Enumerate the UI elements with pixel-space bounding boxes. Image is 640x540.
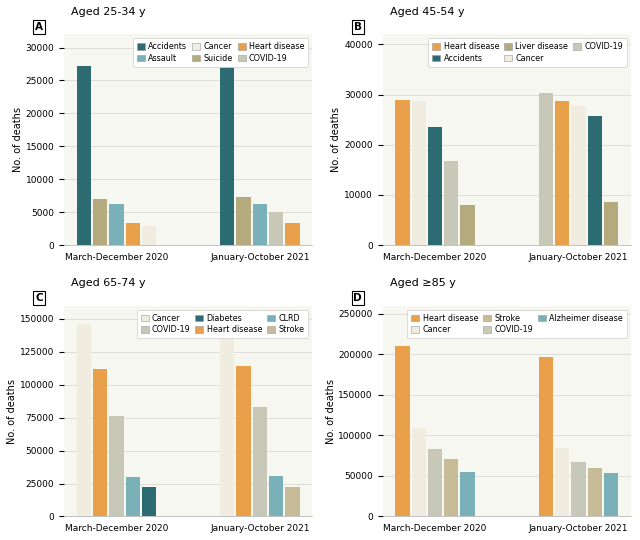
- Bar: [604, 474, 618, 516]
- Bar: [269, 476, 284, 516]
- Bar: [412, 101, 426, 245]
- Bar: [236, 366, 251, 516]
- Bar: [588, 468, 602, 516]
- Bar: [253, 407, 267, 516]
- Bar: [77, 324, 91, 516]
- Text: A: A: [35, 22, 43, 32]
- Bar: [142, 488, 156, 516]
- Bar: [460, 205, 475, 245]
- Bar: [460, 472, 475, 516]
- Bar: [396, 100, 410, 245]
- Text: Aged 25-34 y: Aged 25-34 y: [64, 7, 145, 17]
- Bar: [77, 66, 91, 245]
- Bar: [220, 320, 234, 516]
- Y-axis label: No. of deaths: No. of deaths: [7, 379, 17, 443]
- Bar: [396, 346, 410, 516]
- Bar: [555, 448, 570, 516]
- Text: B: B: [354, 22, 362, 32]
- Bar: [109, 416, 124, 516]
- Text: Aged 45-54 y: Aged 45-54 y: [383, 7, 464, 17]
- Y-axis label: No. of deaths: No. of deaths: [326, 379, 335, 443]
- Bar: [253, 204, 267, 245]
- Bar: [109, 204, 124, 245]
- Bar: [125, 224, 140, 245]
- Bar: [604, 202, 618, 245]
- Bar: [539, 92, 553, 245]
- Text: Aged ≥85 y: Aged ≥85 y: [383, 278, 456, 288]
- Y-axis label: No. of deaths: No. of deaths: [13, 107, 22, 172]
- Bar: [588, 116, 602, 245]
- Legend: Accidents, Assault, Cancer, Suicide, Heart disease, COVID-19: Accidents, Assault, Cancer, Suicide, Hea…: [133, 38, 308, 67]
- Bar: [93, 199, 108, 245]
- Text: C: C: [35, 293, 43, 303]
- Legend: Heart disease, Cancer, Stroke, COVID-19, Alzheimer disease: Heart disease, Cancer, Stroke, COVID-19,…: [408, 310, 627, 338]
- Bar: [236, 197, 251, 245]
- Bar: [285, 222, 300, 245]
- Bar: [93, 369, 108, 516]
- Bar: [125, 477, 140, 516]
- Bar: [428, 449, 442, 516]
- Text: Aged 65-74 y: Aged 65-74 y: [64, 278, 145, 288]
- Bar: [142, 226, 156, 245]
- Text: D: D: [353, 293, 362, 303]
- Legend: Cancer, COVID-19, Diabetes, Heart disease, CLRD, Stroke: Cancer, COVID-19, Diabetes, Heart diseas…: [136, 310, 308, 338]
- Bar: [444, 459, 458, 516]
- Y-axis label: No. of deaths: No. of deaths: [332, 107, 341, 172]
- Bar: [428, 127, 442, 245]
- Bar: [444, 161, 458, 245]
- Bar: [269, 212, 284, 245]
- Bar: [220, 56, 234, 245]
- Bar: [555, 101, 570, 245]
- Bar: [572, 462, 586, 516]
- Bar: [572, 106, 586, 245]
- Bar: [412, 428, 426, 516]
- Bar: [539, 357, 553, 516]
- Bar: [285, 488, 300, 516]
- Legend: Heart disease, Accidents, Liver disease, Cancer, COVID-19: Heart disease, Accidents, Liver disease,…: [428, 38, 627, 67]
